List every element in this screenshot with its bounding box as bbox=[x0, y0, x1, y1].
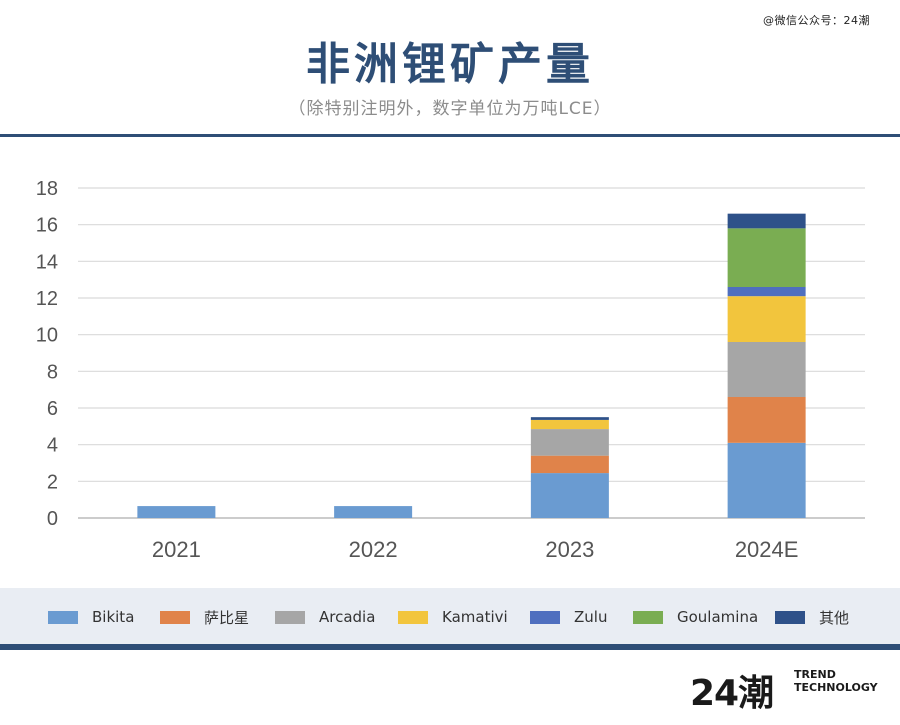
bar-segment bbox=[727, 296, 806, 342]
legend-swatch bbox=[775, 610, 805, 624]
header-divider bbox=[0, 134, 900, 137]
legend-item: Arcadia bbox=[275, 608, 375, 626]
bar-segment bbox=[530, 473, 609, 518]
legend-swatch bbox=[275, 610, 305, 624]
legend-swatch bbox=[160, 610, 190, 624]
legend-item: 其他 bbox=[775, 608, 850, 627]
bar-segment bbox=[727, 442, 806, 518]
y-tick-label: 0 bbox=[47, 508, 58, 530]
legend-item: Goulamina bbox=[633, 608, 758, 626]
bar-segment bbox=[530, 417, 609, 420]
bar-segment bbox=[530, 429, 609, 456]
y-tick-label: 10 bbox=[36, 325, 58, 347]
legend-label: Arcadia bbox=[319, 608, 376, 626]
chart-title: 非洲锂矿产量 bbox=[306, 39, 594, 90]
x-axis-labels: 2021 2022 2023 2024E bbox=[152, 537, 799, 562]
legend-item: 萨比星 bbox=[160, 608, 250, 627]
y-tick-label: 12 bbox=[36, 288, 58, 310]
x-tick-label: 2024E bbox=[735, 537, 799, 562]
legend: Bikita 萨比星 Arcadia Kamativi Zulu Goulamina 其他 bbox=[0, 588, 900, 644]
bar-segment bbox=[727, 213, 806, 229]
y-tick-label: 4 bbox=[47, 435, 58, 457]
y-axis-ticks: 0 2 4 6 8 10 12 14 16 18 bbox=[36, 178, 58, 530]
legend-label: Kamativi bbox=[442, 608, 508, 626]
legend-item: Zulu bbox=[530, 608, 607, 626]
x-tick-label: 2021 bbox=[152, 537, 201, 562]
bar-segment bbox=[530, 419, 609, 430]
bar-segment bbox=[137, 506, 216, 518]
bar-segment bbox=[530, 455, 609, 474]
y-tick-label: 18 bbox=[36, 178, 58, 200]
bars bbox=[137, 213, 806, 518]
brand-logo: 24潮 bbox=[690, 673, 774, 714]
watermark-text: @微信公众号：24潮 bbox=[763, 14, 870, 27]
legend-item: Kamativi bbox=[398, 608, 508, 626]
bar-segment bbox=[334, 506, 413, 518]
x-tick-label: 2022 bbox=[349, 537, 398, 562]
legend-swatch bbox=[48, 610, 78, 624]
brand-line-2: TECHNOLOGY bbox=[794, 681, 878, 694]
x-tick-label: 2023 bbox=[545, 537, 594, 562]
chart-area: 0 2 4 6 8 10 12 14 16 18 2021 2022 2023 2024E bbox=[36, 178, 865, 562]
y-tick-label: 8 bbox=[47, 361, 58, 383]
legend-label: Goulamina bbox=[677, 608, 759, 626]
legend-swatch bbox=[530, 610, 560, 624]
legend-label: 其他 bbox=[819, 608, 850, 627]
y-tick-label: 2 bbox=[47, 471, 58, 493]
y-tick-label: 16 bbox=[36, 215, 58, 237]
chart-subtitle: （除特别注明外，数字单位为万吨LCE） bbox=[288, 99, 612, 119]
legend-label: Zulu bbox=[574, 608, 608, 626]
legend-label: Bikita bbox=[92, 608, 135, 626]
bar-segment bbox=[727, 342, 806, 397]
brand-text: TREND TECHNOLOGY bbox=[794, 668, 878, 694]
y-tick-label: 14 bbox=[36, 251, 58, 273]
footer-divider bbox=[0, 644, 900, 650]
legend-item: Bikita bbox=[48, 608, 134, 626]
bar-segment bbox=[727, 397, 806, 443]
legend-label: 萨比星 bbox=[204, 608, 250, 627]
y-tick-label: 6 bbox=[47, 398, 58, 420]
legend-swatch bbox=[633, 610, 663, 624]
bar-segment bbox=[727, 228, 806, 287]
brand-line-1: TREND bbox=[794, 668, 836, 681]
bar-segment bbox=[727, 287, 806, 297]
legend-swatch bbox=[398, 610, 428, 624]
